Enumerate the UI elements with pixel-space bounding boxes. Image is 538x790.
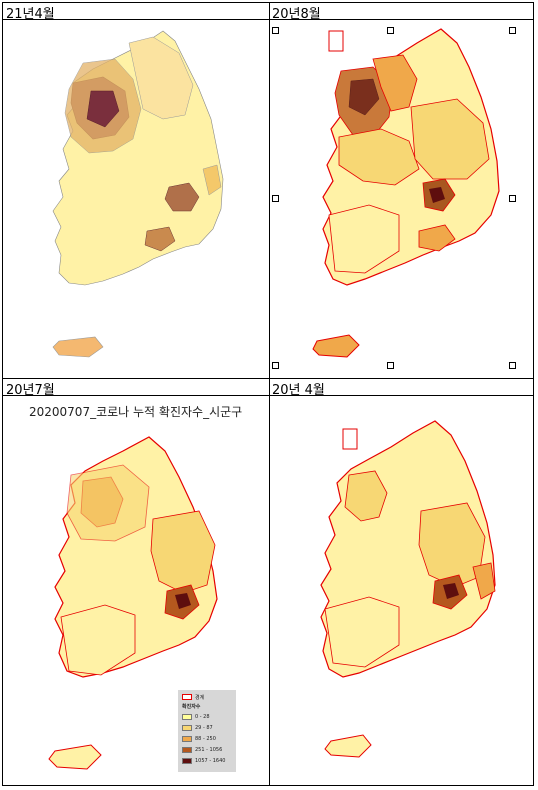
chungcheong [338,128,420,186]
selection-handle[interactable] [387,362,394,369]
jeolla [60,604,136,676]
selection-handle[interactable] [387,27,394,34]
legend-range: 88 - 250 [195,736,216,742]
inset-box [328,30,344,52]
legend-swatch [182,725,192,731]
busan-region [144,226,176,252]
daegu-core [175,593,191,609]
legend-range: 1057 - 1640 [195,758,226,764]
selection-handle[interactable] [272,362,279,369]
seoul-region [344,470,388,522]
map-panel-21-apr [3,19,268,376]
legend-swatch [182,736,192,742]
legend-boundary-swatch [182,694,192,700]
grid-divider-header-top [3,19,533,20]
legend-row: 251 - 1056 [182,746,222,754]
legend-row: 1057 - 1640 [182,757,225,765]
gyeonggi-east [372,54,418,112]
panel-label-20-aug: 20년8월 [272,7,321,22]
selection-handle[interactable] [509,195,516,202]
legend-row: 88 - 250 [182,735,216,743]
inset-box [342,428,358,450]
selection-handle[interactable] [509,27,516,34]
jeju-island [312,334,360,358]
panel-label-21-apr: 21년4월 [6,7,55,22]
legend-row: 0 - 28 [182,713,210,721]
gyeongbuk [418,502,486,588]
map-panel-20-aug [269,19,534,376]
panel-label-20-jul: 20년7월 [6,383,55,398]
daegu-region [164,182,200,212]
seoul-core [86,90,120,128]
jeju-island [48,744,102,770]
grid-divider-middle [3,378,533,379]
legend-range: 29 - 87 [195,725,213,731]
grid-divider-header-bottom [3,395,533,396]
grid-divider-vertical [269,3,270,785]
legend-title: 확진자수 [182,704,201,710]
legend-swatch [182,747,192,753]
gangwon-region [128,36,194,120]
legend-swatch [182,758,192,764]
jeolla [324,596,400,668]
jeju-island [52,336,104,358]
panel-label-20-apr: 20년 4월 [272,383,325,398]
gyeongbuk [150,510,216,594]
legend-range: 251 - 1056 [195,747,223,753]
busan-region [418,224,456,252]
selection-handle[interactable] [272,195,279,202]
gyeonggi [66,464,150,542]
legend-range: 0 - 28 [195,714,210,720]
legend-boundary-label: 경계 [195,694,205,701]
jeju-island [324,734,372,758]
gyeongbuk [410,98,490,180]
map-legend: 경계 확진자수 0 - 28 29 - 87 88 - 250 251 - 10… [178,690,236,772]
east-coast [202,164,222,196]
gyeongbuk-east [472,562,496,600]
selection-handle[interactable] [509,362,516,369]
legend-swatch [182,714,192,720]
map-title: 20200707_코로나 누적 확진자수_시군구 [29,405,243,419]
daegu-core [429,187,445,203]
seoul-core [348,78,380,116]
map-panel-20-apr [269,395,534,787]
daegu-core [443,583,459,599]
selection-handle[interactable] [272,27,279,34]
jeolla [328,204,400,274]
map-panel-20-jul: 20200707_코로나 누적 확진자수_시군구 경계 확진자수 0 - 28 … [3,395,268,787]
legend-row: 29 - 87 [182,724,213,732]
